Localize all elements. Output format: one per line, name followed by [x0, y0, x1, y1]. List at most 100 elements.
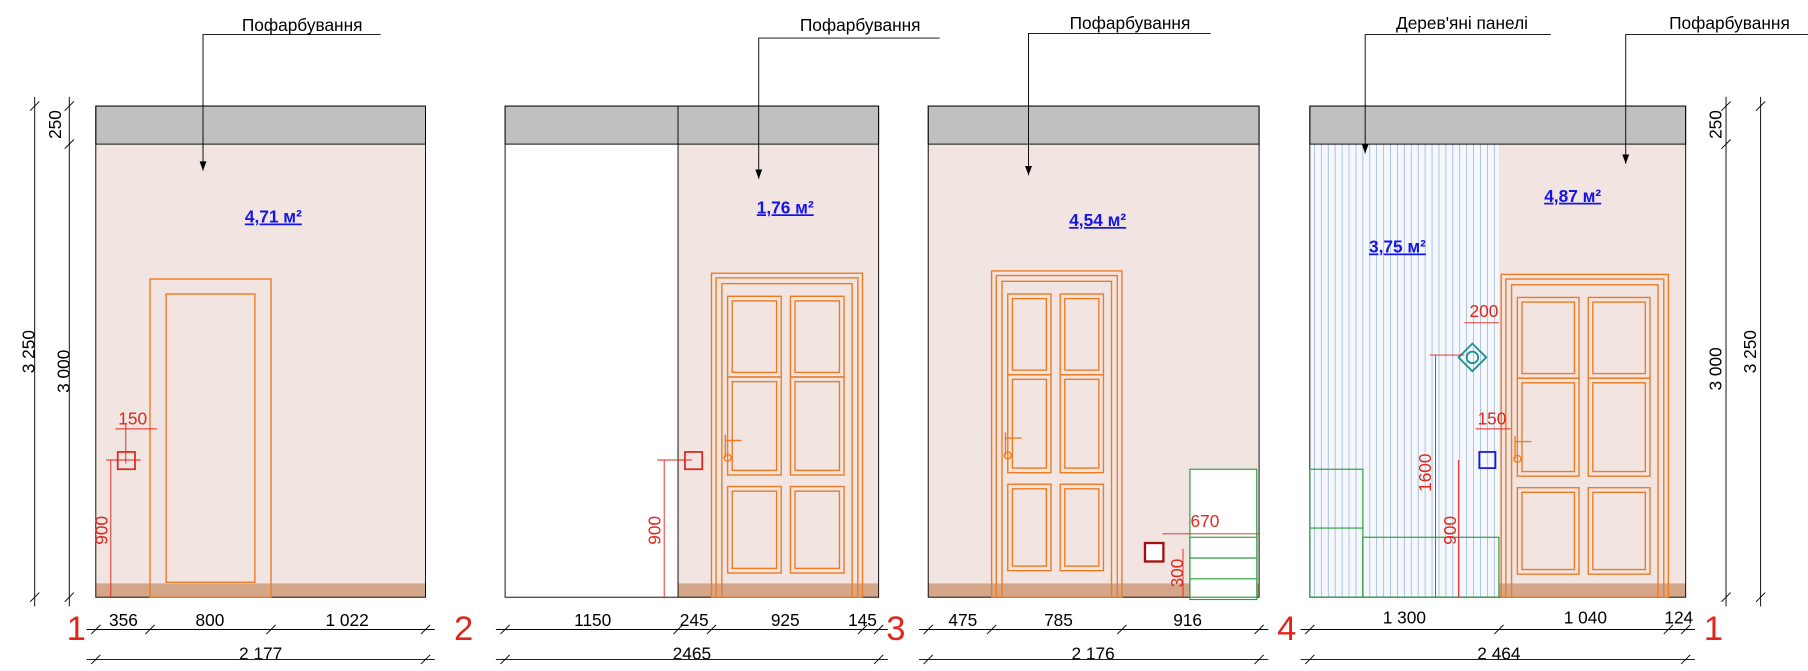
- shape: [794, 380, 841, 472]
- dim: 250: [1705, 110, 1725, 139]
- shape: [1755, 101, 1766, 112]
- shape: [1162, 533, 1260, 598]
- shape: [1007, 483, 1052, 572]
- walls: [29, 32, 1808, 665]
- shape: [1004, 432, 1022, 456]
- shape: [90, 654, 101, 665]
- shape: [1721, 101, 1731, 112]
- shape: [1514, 435, 1532, 459]
- shape: [794, 490, 841, 570]
- shape: [1516, 377, 1580, 477]
- shape: [1011, 297, 1048, 371]
- shape: [1304, 624, 1315, 635]
- shape: [873, 654, 884, 665]
- shape: [1116, 624, 1127, 635]
- shape: [1361, 144, 1369, 154]
- label: Пофарбування: [1070, 13, 1191, 33]
- dim: 2 177: [239, 643, 282, 663]
- label: Пофарбування: [242, 15, 363, 35]
- dim: 250: [45, 110, 65, 139]
- dim: 925: [771, 610, 800, 630]
- area: 3,75 м²: [1369, 236, 1426, 256]
- label: Пофарбування: [1669, 13, 1790, 33]
- shape: [1254, 624, 1265, 635]
- marker: 3: [886, 610, 905, 648]
- shape: [657, 459, 692, 598]
- shape: [1513, 454, 1522, 464]
- shape: [29, 592, 40, 603]
- red-dim: 150: [118, 408, 147, 428]
- shape: [266, 624, 276, 635]
- shape: [1064, 488, 1100, 567]
- shape: [731, 300, 778, 374]
- shape: [724, 434, 742, 458]
- shape: [673, 624, 683, 635]
- shape: [1059, 483, 1105, 572]
- red-dim: 670: [1190, 511, 1219, 531]
- dim: 2465: [673, 643, 711, 663]
- shape: [789, 485, 845, 574]
- shape: [420, 654, 431, 665]
- shape: [723, 453, 732, 462]
- shape: [721, 282, 853, 598]
- shape: [1521, 491, 1576, 571]
- shape: [986, 624, 997, 635]
- red-dim: 900: [645, 516, 665, 545]
- shape: [1680, 654, 1691, 665]
- area: 4,71 м²: [245, 207, 302, 227]
- dim: 145: [848, 610, 877, 630]
- shape: [106, 424, 157, 598]
- marker: 1: [1704, 610, 1723, 648]
- label: Пофарбування: [800, 15, 921, 35]
- shape: [923, 624, 934, 635]
- shape: [1493, 624, 1504, 635]
- label: Дерев'яні панелі: [1396, 13, 1528, 33]
- red-dim: 900: [91, 516, 111, 545]
- marker: 1: [67, 610, 86, 648]
- shape: [1587, 486, 1651, 575]
- shape: [1592, 491, 1647, 571]
- shape: [1003, 451, 1012, 460]
- shape: [923, 654, 934, 665]
- shape: [64, 592, 75, 603]
- dim: 124: [1664, 608, 1693, 628]
- red-dim: 150: [1478, 408, 1507, 428]
- shape: [726, 376, 782, 476]
- dim: 475: [948, 610, 977, 630]
- red-dim: 300: [1167, 559, 1187, 588]
- shape: [1304, 654, 1315, 665]
- shape: [755, 169, 763, 179]
- area: 1,76 м²: [757, 197, 814, 217]
- dim: 3 000: [1705, 347, 1725, 390]
- shape: [1059, 374, 1105, 474]
- shape: [1011, 378, 1048, 469]
- dim: 1 040: [1564, 608, 1607, 628]
- shape: [706, 624, 717, 635]
- shape: [1592, 382, 1647, 473]
- shape: [1680, 624, 1691, 635]
- shape: [202, 34, 381, 171]
- shape: [1755, 592, 1766, 603]
- dim: 2 464: [1477, 643, 1521, 663]
- area: 4,54 м²: [1069, 210, 1126, 230]
- shape: [726, 485, 782, 574]
- dim: 356: [109, 610, 138, 630]
- shape: [1364, 34, 1551, 154]
- shape: [731, 490, 778, 570]
- dim: 1 300: [1383, 608, 1426, 628]
- dim: 3 250: [19, 330, 39, 373]
- shape: [420, 624, 431, 635]
- shape: [1007, 374, 1052, 474]
- shape: [1064, 297, 1100, 371]
- dim: 3 250: [1740, 330, 1760, 373]
- shape: [500, 654, 511, 665]
- shape: [500, 624, 511, 635]
- shape: [1510, 284, 1659, 598]
- shape: [1516, 486, 1580, 575]
- shape: [64, 101, 75, 112]
- shape: [1721, 139, 1731, 150]
- shape: [1625, 34, 1808, 164]
- shape: [1663, 624, 1674, 635]
- shape: [199, 161, 207, 171]
